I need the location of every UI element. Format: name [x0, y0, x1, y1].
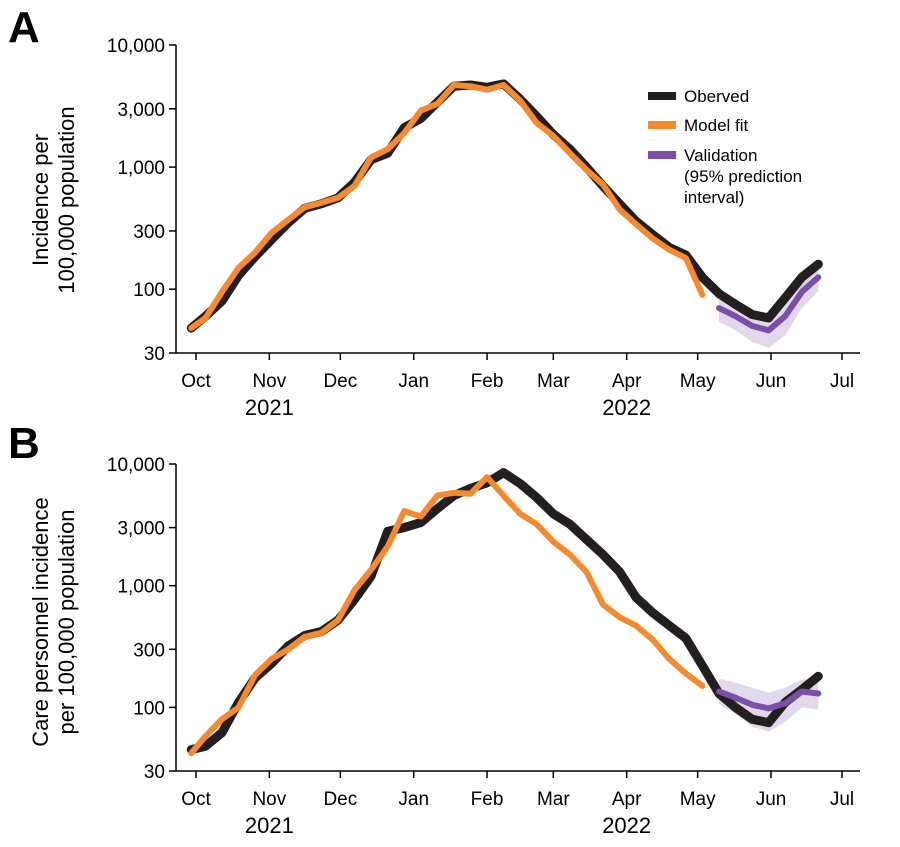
y-tick-label-1-000: 1,000	[117, 577, 165, 598]
x-tick-label-jun: Jun	[756, 371, 787, 392]
series-line-model-fit	[188, 82, 706, 332]
x-tick-label-jul: Jul	[830, 789, 854, 810]
panel-b-letter: B	[8, 419, 40, 468]
x-tick-label-feb: Feb	[471, 371, 504, 392]
panel-b-year-label-2021: 2021	[245, 813, 294, 838]
x-tick-label-dec: Dec	[323, 371, 357, 392]
panel-a: A Incidence per 100,000 population 30 100…	[8, 3, 860, 420]
panel-a-plot-area	[186, 79, 823, 348]
panel-a-year-label-2022: 2022	[602, 395, 651, 420]
y-tick-label-30: 30	[144, 344, 165, 365]
legend-label-model-fit: Model fit	[684, 116, 749, 135]
x-tick-label-nov: Nov	[252, 789, 286, 810]
legend-label-validation-line-1: Validation	[684, 146, 757, 165]
panel-b-series-group	[186, 468, 823, 757]
panel-a-x-ticks: Oct Nov Dec Jan Feb Mar Apr May Jun Jul	[181, 353, 854, 392]
x-tick-label-mar: Mar	[537, 789, 570, 810]
x-tick-label-jun: Jun	[756, 789, 787, 810]
panel-b: B Care personnel incidence per 100,000 p…	[8, 419, 860, 838]
panel-a-y-ticks: 30 100 300 1,000 3,000 10,000	[107, 36, 176, 365]
panel-b-ylabel-line-1: Care personnel incidence	[28, 497, 53, 747]
x-tick-label-jan: Jan	[398, 789, 429, 810]
panel-a-series-group	[186, 79, 823, 334]
x-tick-label-apr: Apr	[612, 371, 642, 392]
legend-label-validation-line-2: (95% prediction	[684, 167, 802, 186]
panel-b-x-ticks: Oct Nov Dec Jan Feb Mar Apr May Jun Jul	[181, 771, 854, 810]
y-tick-label-300: 300	[133, 222, 165, 243]
series-line-model-fit	[188, 474, 706, 757]
y-tick-label-100: 100	[133, 698, 165, 719]
x-tick-label-mar: Mar	[537, 371, 570, 392]
x-tick-label-oct: Oct	[181, 371, 211, 392]
series-line-validation	[716, 688, 822, 712]
legend: Oberved Model fit Validation (95% predic…	[648, 87, 802, 207]
series-line-oberved	[186, 468, 823, 755]
y-tick-label-10-000: 10,000	[107, 36, 165, 57]
y-tick-label-30: 30	[144, 762, 165, 783]
panel-a-validation-band-group	[719, 267, 819, 348]
panel-a-ylabel-line-1: Incidence per	[28, 134, 53, 266]
series-line-validation	[716, 274, 822, 334]
x-tick-label-jan: Jan	[398, 371, 429, 392]
y-tick-label-10-000: 10,000	[107, 455, 165, 476]
x-tick-label-oct: Oct	[181, 789, 211, 810]
x-tick-label-apr: Apr	[612, 789, 642, 810]
panel-a-year-label-2021: 2021	[245, 395, 294, 420]
x-tick-label-dec: Dec	[323, 789, 357, 810]
y-tick-label-1-000: 1,000	[117, 158, 165, 179]
panel-a-letter: A	[8, 3, 40, 52]
x-tick-label-nov: Nov	[252, 371, 286, 392]
x-tick-label-may: May	[680, 789, 716, 810]
x-tick-label-may: May	[680, 371, 716, 392]
panel-b-plot-area	[186, 468, 823, 757]
panel-a-ylabel-line-2: 100,000 population	[54, 106, 79, 293]
x-tick-label-jul: Jul	[830, 371, 854, 392]
y-tick-label-3-000: 3,000	[117, 519, 165, 540]
panel-a-ylabel: Incidence per 100,000 population	[28, 106, 79, 293]
y-tick-label-3-000: 3,000	[117, 100, 165, 121]
y-tick-label-300: 300	[133, 640, 165, 661]
panel-b-year-label-2022: 2022	[602, 813, 651, 838]
y-tick-label-100: 100	[133, 280, 165, 301]
legend-label-observed: Oberved	[684, 87, 749, 106]
panel-b-y-ticks: 30 100 300 1,000 3,000 10,000	[107, 455, 176, 783]
panel-b-ylabel: Care personnel incidence per 100,000 pop…	[28, 497, 79, 747]
x-tick-label-feb: Feb	[471, 789, 504, 810]
legend-label-validation-line-3: interval)	[684, 188, 744, 207]
panel-b-ylabel-line-2: per 100,000 population	[54, 509, 79, 734]
series-band-validation	[719, 267, 819, 348]
